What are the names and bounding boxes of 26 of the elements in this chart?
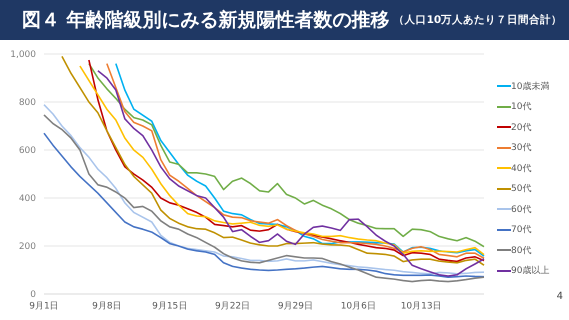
y-tick-label: 600 <box>18 146 36 156</box>
chart-title: 図４ 年齢階級別にみる新規陽性者数の推移 <box>22 8 390 33</box>
y-tick-label: 400 <box>18 194 36 204</box>
y-tick-label: 800 <box>18 98 36 108</box>
legend-label: 80代 <box>511 244 532 257</box>
legend-label: 10代 <box>511 101 532 114</box>
x-tick-label: 10月6日 <box>340 301 376 312</box>
legend-label: 10歳未満 <box>511 80 550 93</box>
x-tick-label: 9月22日 <box>214 301 250 312</box>
legend-label: 70代 <box>511 224 532 236</box>
text: 4 <box>556 291 563 302</box>
legend-label: 20代 <box>511 122 532 134</box>
y-tick-label: 1,000 <box>10 50 36 60</box>
legend-label: 90歳以上 <box>511 264 550 278</box>
legend-label: 40代 <box>511 162 532 175</box>
legend-label: 50代 <box>511 183 532 196</box>
legend-label: 60代 <box>511 204 532 216</box>
x-tick-label: 9月8日 <box>92 301 122 312</box>
x-tick-label: 10月13日 <box>400 301 442 312</box>
x-tick-label: 9月1日 <box>29 301 59 312</box>
legend-label: 30代 <box>511 142 532 154</box>
x-tick-label: 9月15日 <box>152 301 188 312</box>
x-tick-label: 9月29日 <box>278 301 314 312</box>
y-tick-label: 200 <box>18 242 36 252</box>
chart-subtitle: （人口10万人あたり７日間合計） <box>394 13 562 27</box>
y-tick-label: 0 <box>30 290 36 300</box>
